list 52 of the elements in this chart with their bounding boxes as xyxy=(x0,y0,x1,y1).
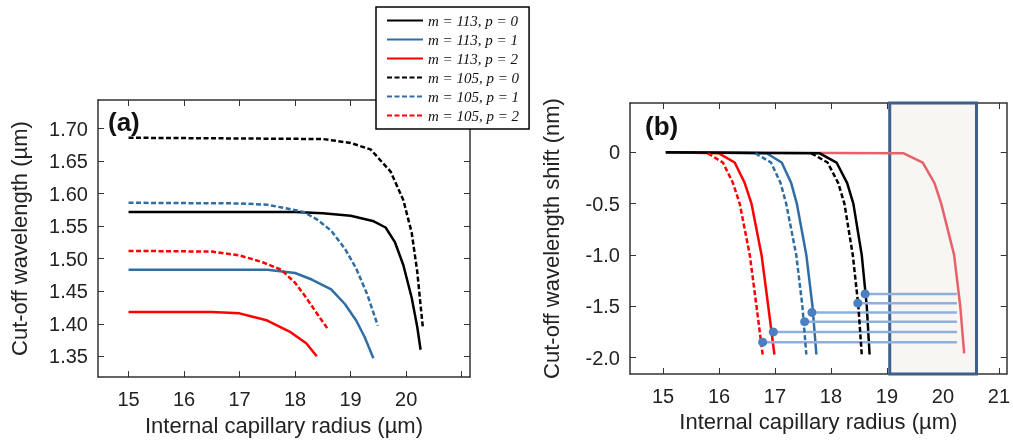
y-axis-title: Cut-off wavelength shift (nm) xyxy=(538,98,564,379)
x-axis-title: Internal capillary radius (µm) xyxy=(679,409,958,435)
line-series xyxy=(127,210,422,352)
legend-label: m = 105, p = 2 xyxy=(428,107,520,124)
legend-label: m = 113, p = 1 xyxy=(428,31,518,48)
x-tick-label: 19 xyxy=(875,385,899,407)
point xyxy=(800,317,810,327)
legend-label: m = 105, p = 0 xyxy=(428,69,520,86)
x-tick-label: 15 xyxy=(117,388,140,411)
point xyxy=(758,337,768,347)
x-tick-label: 16 xyxy=(172,388,196,411)
x-tick-label: 20 xyxy=(395,388,418,411)
x-axis-title: Internal capillary radius (µm) xyxy=(145,412,423,438)
legend-label: m = 105, p = 1 xyxy=(428,88,520,105)
y-tick-label: -0.5 xyxy=(585,192,620,215)
point xyxy=(768,327,778,337)
legend-label: m = 113, p = 0 xyxy=(428,12,519,29)
line-series xyxy=(127,310,319,358)
point xyxy=(853,298,863,308)
x-tick-label: 18 xyxy=(819,385,843,407)
y-tick-label: 1.60 xyxy=(49,182,88,205)
line-series xyxy=(127,136,425,329)
line-series xyxy=(127,268,375,360)
line-series xyxy=(706,152,764,356)
x-tick-label: 15 xyxy=(651,385,675,407)
y-tick-label: 1.50 xyxy=(49,247,88,270)
y-tick-label: 1.45 xyxy=(49,280,88,303)
line-series xyxy=(664,151,871,356)
y-tick-label: 1.70 xyxy=(49,117,88,140)
y-axis-title: Cut-off wavelength (µm) xyxy=(6,121,32,356)
x-tick-label: 18 xyxy=(283,388,307,411)
y-tick-label: -1.0 xyxy=(585,243,620,266)
y-tick-label: 1.65 xyxy=(49,150,88,173)
line-series xyxy=(127,249,329,330)
x-tick-label: 19 xyxy=(339,388,362,411)
point xyxy=(807,307,817,317)
chart-title: (b) xyxy=(645,111,679,141)
point xyxy=(860,289,870,299)
y-tick-label: -2.0 xyxy=(585,346,620,369)
x-tick-label: 21 xyxy=(987,385,1010,407)
x-tick-label: 17 xyxy=(228,388,251,411)
chart-title: (a) xyxy=(108,107,140,137)
y-tick-label: 1.40 xyxy=(49,312,88,335)
line-series xyxy=(127,201,380,327)
y-tick-label: 1.35 xyxy=(49,345,88,368)
x-tick-label: 20 xyxy=(931,385,955,407)
y-tick-label: -1.5 xyxy=(585,295,620,318)
legend-label: m = 113, p = 2 xyxy=(428,50,519,67)
x-tick-label: 16 xyxy=(707,385,731,407)
y-tick-label: 0 xyxy=(608,141,620,164)
x-tick-label: 17 xyxy=(763,385,787,407)
y-tick-label: 1.55 xyxy=(49,215,88,238)
